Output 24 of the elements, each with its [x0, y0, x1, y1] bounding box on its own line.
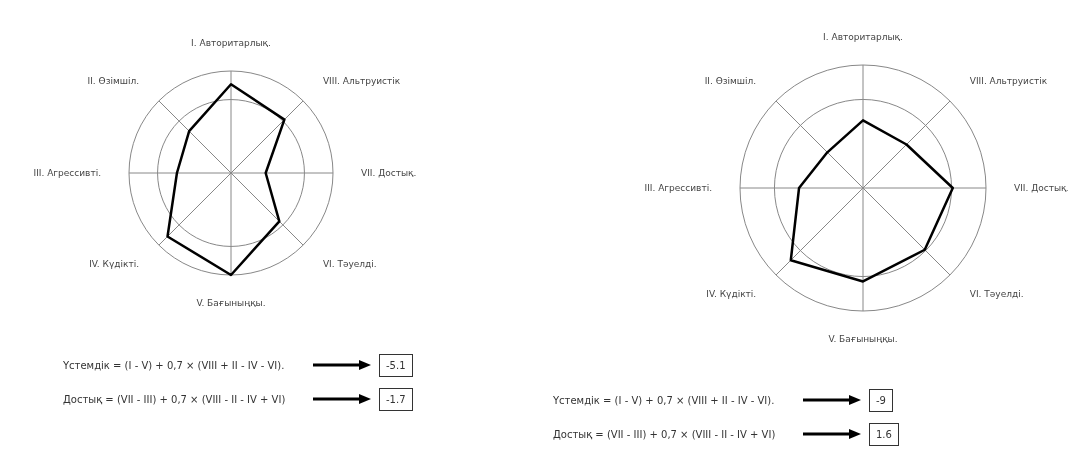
- text: Үстемдік = (I - V) + 0,7 × (VIII + II - IV - VI).: [553, 394, 776, 406]
- spoke-label: IV. Күдікті.: [706, 289, 757, 300]
- spoke-label: VII. Достық.: [361, 167, 417, 178]
- text: -1.7: [379, 387, 413, 411]
- spoke-label: V. Бағыныңқы.: [196, 297, 266, 308]
- spoke-label: III. Агрессивті.: [644, 182, 712, 193]
- spoke-label: V. Бағыныңқы.: [828, 333, 898, 344]
- spoke-label: VI. Тәуелді.: [969, 289, 1024, 300]
- spoke-label: I. Авторитарлық.: [191, 37, 271, 48]
- text: Достық = (VII - III) + 0,7 × (VIII - II - IV + VI): [63, 393, 287, 405]
- spoke-label: II. Өзімшіл.: [87, 75, 140, 86]
- text: Достық = (VII - III) + 0,7 × (VIII - II - IV + VI): [553, 428, 777, 440]
- spoke-label: II. Өзімшіл.: [704, 75, 757, 86]
- spoke-label: VIII. Альтруистік: [322, 75, 401, 86]
- spoke-label: III. Агрессивті.: [33, 167, 101, 178]
- spoke-label: VII. Достық.: [1014, 182, 1070, 193]
- text: -5.1: [379, 353, 413, 377]
- spoke-label: VI. Тәуелді.: [322, 259, 377, 270]
- spoke-label: VIII. Альтруистік: [969, 75, 1048, 86]
- spoke-label: IV. Күдікті.: [89, 259, 140, 270]
- text: 1.6: [869, 422, 899, 446]
- text: Үстемдік = (I - V) + 0,7 × (VIII + II - IV - VI).: [63, 359, 286, 371]
- text: -9: [869, 388, 893, 412]
- spoke-label: I. Авторитарлық.: [823, 31, 903, 42]
